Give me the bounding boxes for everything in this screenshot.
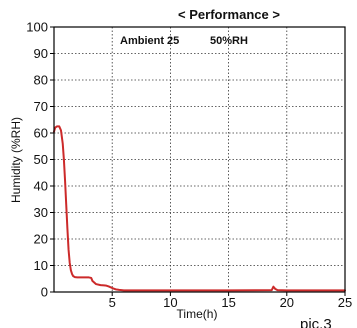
y-tick-label: 100 (26, 20, 48, 35)
x-tick-label: 15 (221, 295, 235, 310)
y-axis-ticks: 0 10 20 30 40 50 60 70 80 90 100 (26, 20, 54, 300)
x-tick-label: 20 (280, 295, 294, 310)
y-tick-label: 70 (34, 99, 48, 114)
humidity-series-line (53, 125, 346, 292)
y-tick-label: 90 (34, 46, 48, 61)
figure-caption: pic.3 (300, 316, 332, 328)
y-tick-label: 80 (34, 73, 48, 88)
y-tick-label: 0 (41, 285, 48, 300)
y-tick-label: 60 (34, 126, 48, 141)
x-tick-label: 5 (109, 295, 116, 310)
y-tick-label: 10 (34, 258, 48, 273)
y-tick-label: 20 (34, 232, 48, 247)
x-axis-ticks: 5 10 15 20 25 (109, 292, 352, 310)
chart-title: < Performance > (178, 7, 280, 22)
annotation-ambient: Ambient 25 (120, 35, 179, 47)
y-tick-label: 50 (34, 152, 48, 167)
y-axis-label: Humidity (%RH) (9, 117, 23, 203)
y-tick-label: 40 (34, 179, 48, 194)
grid-lines (54, 27, 345, 292)
x-axis-label: Time(h) (177, 307, 218, 321)
x-tick-label: 10 (163, 295, 177, 310)
annotation-humidity: 50%RH (210, 35, 248, 47)
y-tick-label: 30 (34, 205, 48, 220)
x-tick-label: 25 (338, 295, 352, 310)
plot-frame (53, 26, 346, 293)
plot-area (53, 125, 346, 292)
